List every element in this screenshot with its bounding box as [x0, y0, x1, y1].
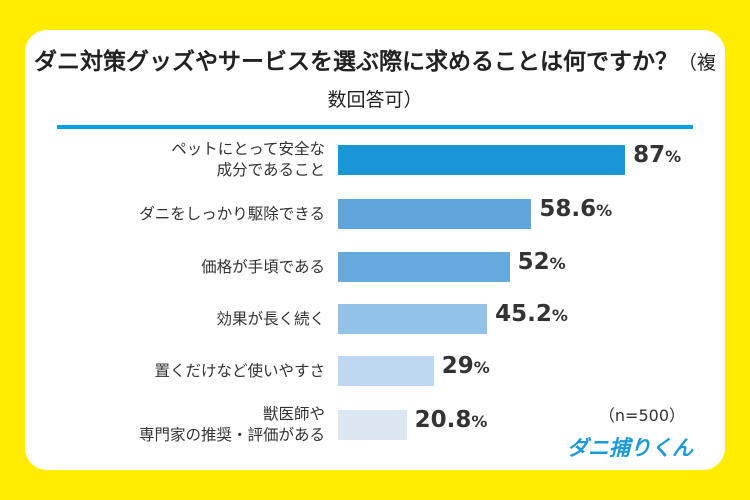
bar-row: 効果が長く続く 45.2%: [25, 297, 725, 341]
value-number: 87: [633, 142, 666, 168]
bar: [338, 410, 407, 440]
bar: [338, 199, 532, 229]
category-label: ペットにとって安全な 成分であること: [171, 140, 325, 179]
bar: [338, 252, 510, 282]
bar-row: ペットにとって安全な 成分であること 87%: [25, 138, 725, 182]
value-number: 52: [517, 249, 550, 275]
data-label: 87%: [633, 142, 681, 168]
bar: [338, 304, 488, 334]
unit-label: %: [471, 412, 488, 431]
category-label: 獣医師や 専門家の推奨・評価がある: [138, 405, 325, 444]
value-number: 45.2: [495, 301, 552, 327]
value-number: 29: [441, 353, 474, 379]
unit-label: %: [596, 201, 613, 220]
unit-label: %: [549, 254, 566, 273]
unit-label: %: [665, 147, 682, 166]
category-label: ダニをしっかり駆除できる: [139, 204, 325, 223]
title-divider: [57, 125, 693, 129]
data-label: 45.2%: [495, 301, 568, 327]
data-label: 20.8%: [415, 407, 488, 433]
category-label: 価格が手頃である: [201, 257, 325, 276]
sample-size: （n=500）: [598, 406, 685, 425]
bar: [338, 356, 434, 386]
category-label: 置くだけなど使いやすさ: [154, 361, 325, 380]
bar-row: 獣医師や 専門家の推奨・評価がある 20.8%: [25, 403, 725, 447]
title-text: ダニ対策グッズやサービスを選ぶ際に求めることは何ですか？: [33, 49, 678, 75]
bar: [338, 145, 626, 175]
value-number: 58.6: [539, 196, 597, 222]
bar-row: ダニをしっかり駆除できる 58.6%: [25, 192, 725, 236]
unit-label: %: [473, 358, 490, 377]
data-label: 52%: [518, 249, 566, 275]
category-label: 効果が長く続く: [216, 309, 325, 328]
data-label: 58.6%: [539, 196, 612, 222]
value-number: 20.8: [414, 407, 472, 433]
data-label: 29%: [442, 353, 490, 379]
bar-row: 置くだけなど使いやすさ 29%: [25, 349, 725, 393]
logo: ダニ捕りくん: [567, 436, 693, 460]
bar-row: 価格が手頃である 52%: [25, 245, 725, 289]
chart-title: ダニ対策グッズやサービスを選ぶ際に求めることは何ですか？（複数回答可）: [25, 44, 725, 118]
chart-card: ダニ対策グッズやサービスを選ぶ際に求めることは何ですか？（複数回答可） ペットに…: [25, 30, 725, 470]
unit-label: %: [551, 306, 568, 325]
subtitle: （複数回答可）: [327, 52, 716, 111]
